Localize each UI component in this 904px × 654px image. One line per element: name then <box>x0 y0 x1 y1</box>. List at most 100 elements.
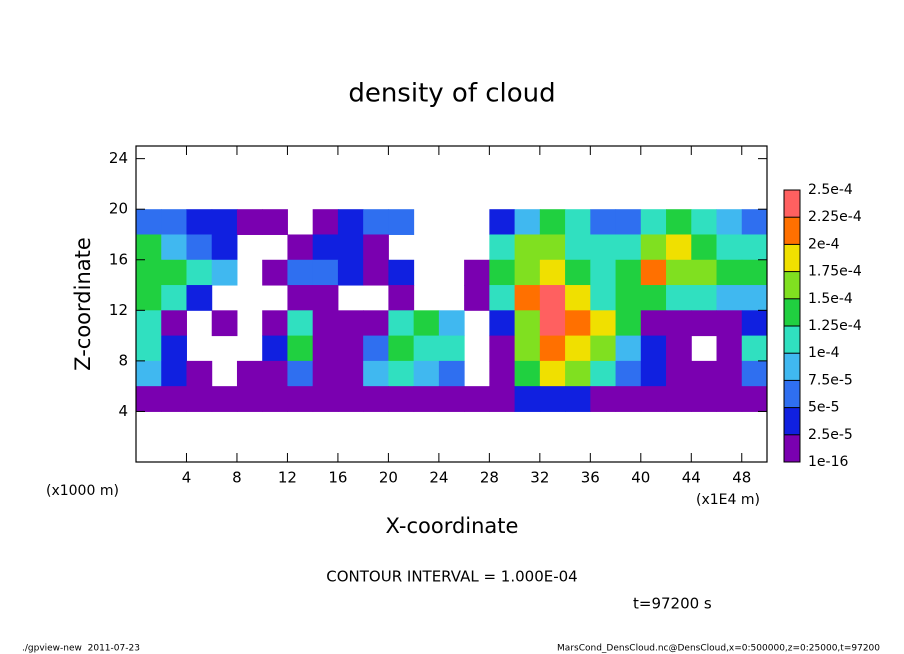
heat-cell <box>161 360 187 387</box>
heat-cell <box>337 234 364 261</box>
heat-cell <box>590 259 617 286</box>
heat-cell <box>489 285 516 311</box>
heat-cell <box>363 386 389 412</box>
colorbar-tick-label: 2.5e-4 <box>808 182 853 198</box>
x-unit-right: (x1E4 m) <box>696 492 760 508</box>
heat-cell <box>287 234 314 261</box>
heat-cell <box>539 285 566 311</box>
heat-cell <box>741 360 768 387</box>
heat-cell <box>287 259 314 286</box>
heat-cell <box>161 310 187 337</box>
heat-cell <box>363 259 389 286</box>
heat-cell <box>666 234 692 261</box>
heat-cell <box>716 310 743 337</box>
heat-cell <box>136 234 162 261</box>
heat-cell <box>211 209 238 235</box>
heat-cell <box>691 285 718 311</box>
heat-cell <box>262 310 288 337</box>
heat-cell <box>464 259 490 286</box>
colorbar-tick-label: 1e-16 <box>808 454 848 470</box>
heat-cell <box>413 335 440 362</box>
colorbar-tick-label: 2e-4 <box>808 236 840 252</box>
heat-cell <box>716 386 743 412</box>
heat-cell <box>262 386 288 412</box>
heat-cell <box>161 259 187 286</box>
heat-cell <box>262 360 288 387</box>
heat-cell <box>565 360 591 387</box>
heat-cell <box>236 360 263 387</box>
heat-cell <box>615 310 642 337</box>
heat-cell <box>716 360 743 387</box>
heat-cell <box>615 209 642 235</box>
heat-cell <box>211 310 238 337</box>
heat-cell <box>565 259 591 286</box>
heat-cell <box>565 285 591 311</box>
heat-cell <box>489 335 516 362</box>
colorbar-tick-label: 1.75e-4 <box>808 264 862 280</box>
heat-cell <box>287 310 314 337</box>
heat-cell <box>565 310 591 337</box>
heat-cell <box>161 285 187 311</box>
heat-cell <box>161 335 187 362</box>
heat-cell <box>363 209 389 235</box>
colorbar-tick-label: 1e-4 <box>808 345 840 361</box>
heat-cell <box>691 360 718 387</box>
heat-cell <box>287 285 314 311</box>
y-tick-label: 4 <box>118 402 128 420</box>
colorbar-band <box>784 326 800 354</box>
heat-cell <box>489 209 516 235</box>
heat-cell <box>615 386 642 412</box>
colorbar-band <box>784 407 800 435</box>
heat-cell <box>388 360 415 387</box>
heat-cell <box>539 234 566 261</box>
heat-cell <box>691 386 718 412</box>
contour-interval: CONTOUR INTERVAL = 1.000E-04 <box>326 568 577 586</box>
heat-cell <box>716 259 743 286</box>
heat-cell <box>666 360 692 387</box>
heat-cell <box>514 386 541 412</box>
heat-cell <box>565 209 591 235</box>
heat-cell <box>590 234 617 261</box>
heat-cell <box>136 360 162 387</box>
heat-cell <box>590 209 617 235</box>
heat-cell <box>438 386 465 412</box>
heat-cell <box>590 386 617 412</box>
heat-cell <box>716 335 743 362</box>
heat-cell <box>186 234 213 261</box>
heat-cell <box>489 360 516 387</box>
heat-cell <box>363 335 389 362</box>
heat-cell <box>514 234 541 261</box>
heat-cell <box>388 285 415 311</box>
heat-cell <box>666 335 692 362</box>
heat-cell <box>741 209 768 235</box>
heat-cell <box>489 234 516 261</box>
x-unit-left: (x1000 m) <box>46 483 119 499</box>
heat-cell <box>312 234 339 261</box>
x-tick-label: 16 <box>328 469 347 487</box>
colorbar-tick-label: 2.25e-4 <box>808 209 862 225</box>
heat-cell <box>666 310 692 337</box>
heat-cell <box>388 386 415 412</box>
heat-cell <box>136 209 162 235</box>
heat-cell <box>186 360 213 387</box>
heat-cell <box>590 285 617 311</box>
heat-cell <box>666 386 692 412</box>
colorbar-tick-label: 5e-5 <box>808 400 839 416</box>
heat-cell <box>691 234 718 261</box>
colorbar-band <box>784 353 800 381</box>
heat-cell <box>262 335 288 362</box>
colorbar-band <box>784 380 800 408</box>
x-tick-label: 24 <box>429 469 448 487</box>
heat-cell <box>565 335 591 362</box>
heat-cell <box>136 310 162 337</box>
x-axis-label: X-coordinate <box>386 514 519 538</box>
heat-cell <box>691 310 718 337</box>
heat-cell <box>136 285 162 311</box>
heat-cell <box>211 234 238 261</box>
heat-cell <box>590 310 617 337</box>
heat-cell <box>438 310 465 337</box>
heat-cell <box>236 209 263 235</box>
heat-cell <box>337 360 364 387</box>
colorbar-band <box>784 217 800 245</box>
